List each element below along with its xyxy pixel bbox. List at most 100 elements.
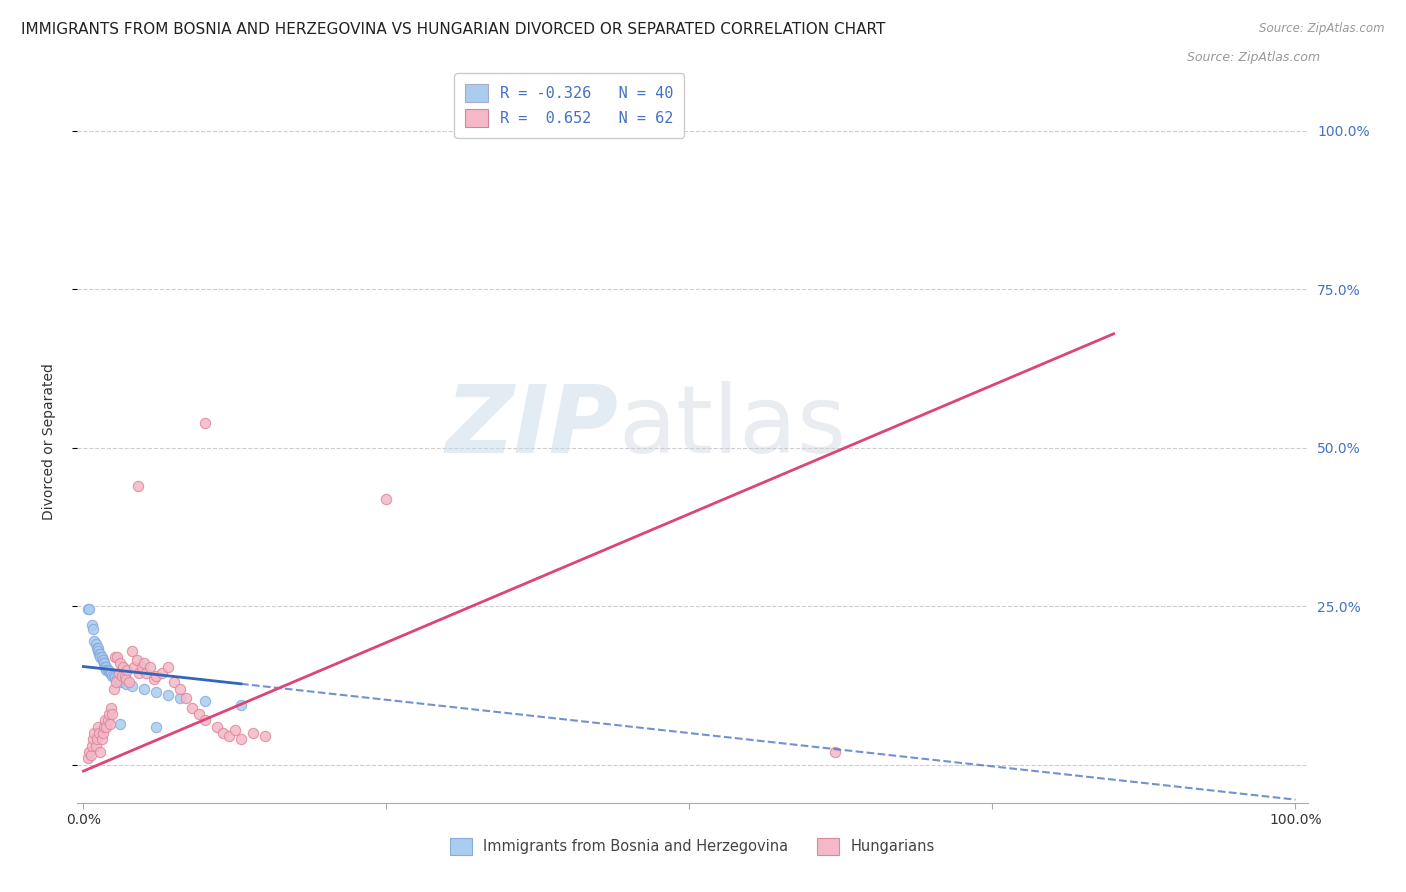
- Point: [194, 694, 217, 708]
- Text: Source: ZipAtlas.com: Source: ZipAtlas.com: [1260, 22, 1385, 36]
- Point: [82, 622, 104, 636]
- Point: [169, 681, 191, 696]
- Point: [105, 672, 128, 686]
- Point: [89, 650, 111, 665]
- Text: Source: ZipAtlas.com: Source: ZipAtlas.com: [1187, 52, 1320, 64]
- Point: [115, 663, 138, 677]
- Point: [132, 657, 155, 671]
- Point: [107, 665, 129, 680]
- Point: [84, 637, 107, 651]
- Text: IMMIGRANTS FROM BOSNIA AND HERZEGOVINA VS HUNGARIAN DIVORCED OR SEPARATED CORREL: IMMIGRANTS FROM BOSNIA AND HERZEGOVINA V…: [21, 22, 886, 37]
- Point: [84, 739, 107, 753]
- Point: [104, 670, 127, 684]
- Point: [94, 714, 117, 728]
- Point: [97, 714, 120, 728]
- Point: [79, 745, 101, 759]
- Point: [82, 732, 104, 747]
- Point: [142, 672, 165, 686]
- Point: [89, 745, 111, 759]
- Point: [108, 716, 131, 731]
- Point: [176, 691, 198, 706]
- Point: [103, 669, 125, 683]
- Point: [229, 732, 252, 747]
- Text: ZIP: ZIP: [446, 381, 619, 473]
- Point: [127, 479, 149, 493]
- Point: [121, 643, 143, 657]
- Point: [121, 679, 143, 693]
- Point: [194, 714, 217, 728]
- Point: [93, 720, 115, 734]
- Point: [98, 716, 121, 731]
- Point: [157, 688, 180, 702]
- Point: [254, 729, 277, 743]
- Point: [114, 672, 136, 686]
- Point: [79, 748, 101, 763]
- Y-axis label: Divorced or Separated: Divorced or Separated: [42, 363, 56, 520]
- Point: [104, 650, 127, 665]
- Point: [77, 602, 100, 616]
- Point: [86, 732, 108, 747]
- Legend: Immigrants from Bosnia and Herzegovina, Hungarians: Immigrants from Bosnia and Herzegovina, …: [444, 832, 941, 861]
- Point: [108, 657, 131, 671]
- Point: [132, 681, 155, 696]
- Point: [128, 665, 150, 680]
- Point: [125, 653, 148, 667]
- Point: [93, 657, 115, 671]
- Point: [157, 659, 180, 673]
- Point: [105, 650, 128, 665]
- Point: [224, 723, 246, 737]
- Point: [150, 665, 173, 680]
- Point: [97, 663, 120, 677]
- Point: [163, 675, 186, 690]
- Point: [169, 691, 191, 706]
- Point: [145, 720, 167, 734]
- Point: [181, 700, 204, 714]
- Point: [229, 698, 252, 712]
- Point: [90, 650, 112, 665]
- Point: [96, 720, 118, 734]
- Point: [97, 664, 120, 678]
- Point: [96, 663, 118, 677]
- Point: [131, 659, 153, 673]
- Point: [375, 491, 398, 506]
- Point: [87, 640, 110, 655]
- Point: [824, 745, 846, 759]
- Point: [91, 653, 114, 667]
- Point: [145, 669, 167, 683]
- Point: [242, 726, 264, 740]
- Point: [139, 659, 162, 673]
- Point: [118, 675, 141, 690]
- Point: [101, 707, 124, 722]
- Point: [91, 726, 114, 740]
- Point: [86, 640, 108, 655]
- Point: [187, 707, 209, 722]
- Point: [89, 647, 111, 661]
- Point: [112, 659, 135, 673]
- Point: [94, 659, 117, 673]
- Point: [135, 665, 157, 680]
- Point: [96, 659, 118, 673]
- Point: [211, 726, 233, 740]
- Point: [87, 720, 110, 734]
- Point: [87, 643, 110, 657]
- Point: [93, 657, 115, 671]
- Point: [79, 602, 101, 616]
- Point: [218, 729, 240, 743]
- Point: [114, 669, 136, 683]
- Point: [90, 732, 112, 747]
- Point: [105, 675, 128, 690]
- Point: [205, 720, 228, 734]
- Point: [108, 675, 131, 690]
- Point: [100, 665, 122, 680]
- Point: [124, 659, 146, 673]
- Point: [145, 685, 167, 699]
- Point: [101, 669, 124, 683]
- Point: [80, 739, 103, 753]
- Point: [114, 676, 136, 690]
- Point: [97, 707, 120, 722]
- Point: [100, 700, 122, 714]
- Point: [77, 751, 100, 765]
- Point: [83, 634, 105, 648]
- Point: [111, 669, 134, 683]
- Point: [194, 416, 217, 430]
